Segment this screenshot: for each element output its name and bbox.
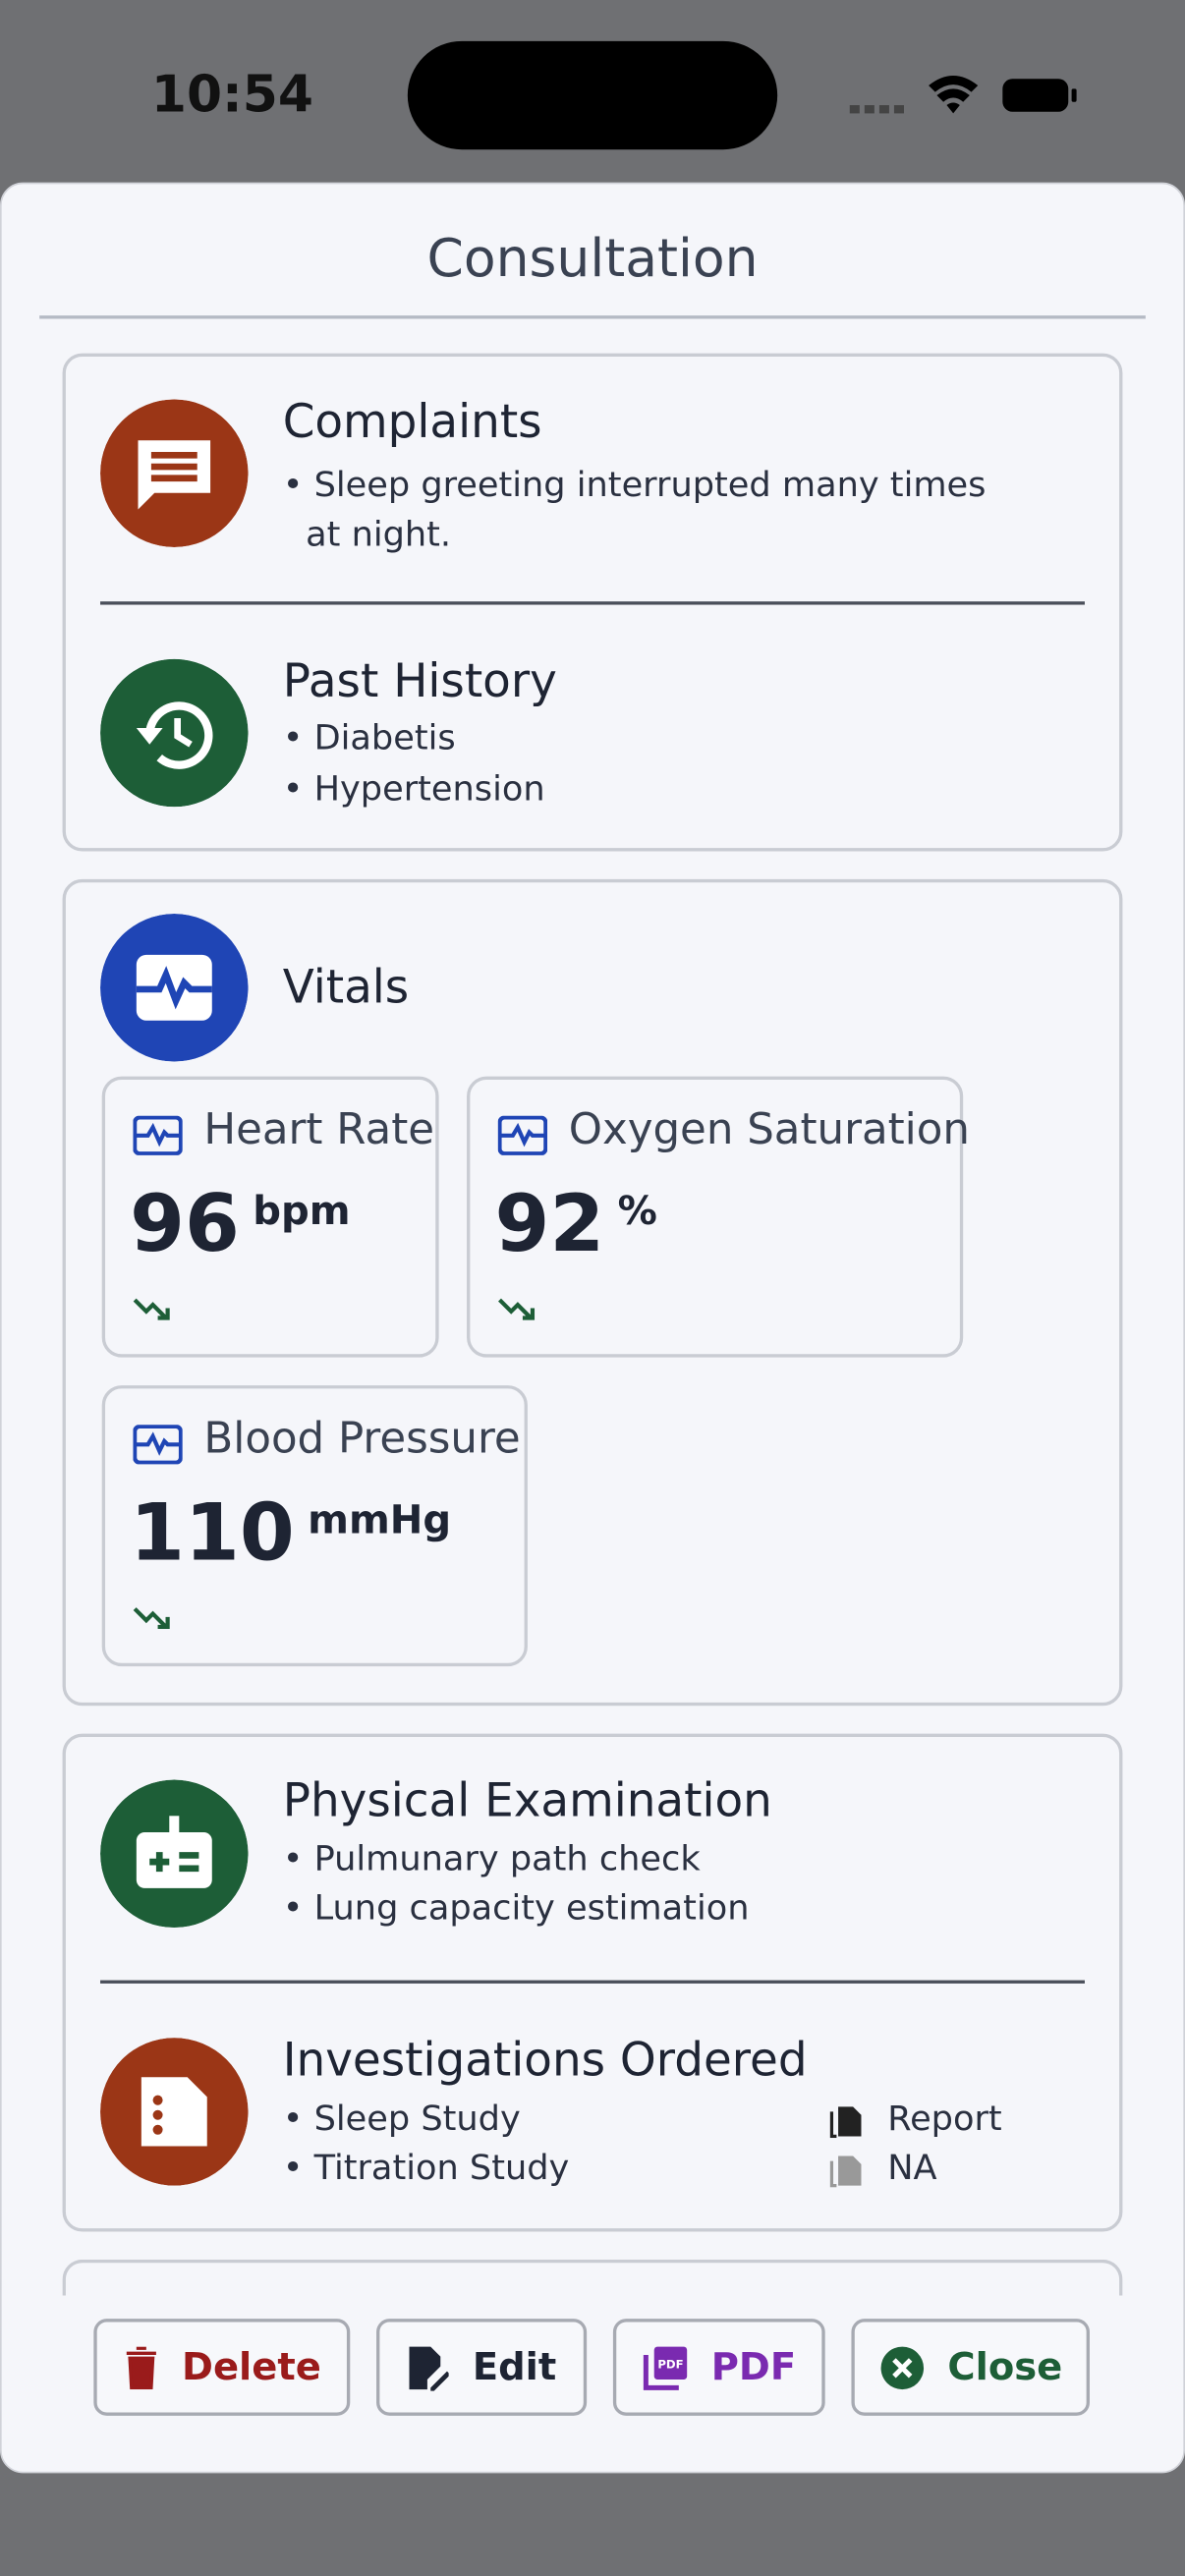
delete-icon — [126, 2345, 156, 2389]
report-status: NA — [887, 2148, 937, 2188]
pdf-button[interactable]: PDF PDF — [612, 2319, 825, 2416]
vital-icon — [497, 1115, 548, 1155]
button-label: Edit — [472, 2345, 557, 2389]
investigation-item: Titration Study — [283, 2148, 570, 2187]
report-link[interactable]: Report — [887, 2099, 1002, 2139]
vital-reading: 110 mmHg — [130, 1487, 451, 1580]
delete-button[interactable]: Delete — [93, 2319, 351, 2416]
report-icon — [829, 2156, 862, 2188]
vital-value: 92 — [494, 1178, 605, 1270]
vital-unit: bpm — [253, 1188, 351, 1235]
button-label: Close — [947, 2345, 1063, 2389]
edit-icon — [410, 2345, 450, 2390]
vital-reading: 96 bpm — [130, 1178, 350, 1270]
vital-value: 96 — [130, 1178, 240, 1270]
vital-icon — [133, 1115, 183, 1155]
divider — [100, 601, 1085, 605]
close-icon — [879, 2345, 924, 2389]
vital-icon — [133, 1425, 183, 1465]
dynamic-island — [407, 40, 778, 150]
vital-label: Blood Pressure — [203, 1415, 521, 1465]
edit-button[interactable]: Edit — [376, 2319, 588, 2416]
investigations-icon — [100, 2038, 249, 2186]
exam-title: Physical Examination — [282, 1772, 772, 1828]
vital-card: Heart Rate 96 bpm — [101, 1076, 439, 1358]
investigation-item: Sleep Study — [283, 2099, 521, 2138]
vital-label: Heart Rate — [203, 1105, 435, 1155]
vital-unit: mmHg — [308, 1496, 452, 1543]
time: 10:54 — [150, 65, 313, 126]
vitals-title: Vitals — [282, 959, 410, 1015]
exam-item: Lung capacity estimation — [283, 1888, 750, 1928]
history-card — [62, 353, 1123, 852]
complaints-icon — [100, 399, 249, 548]
exam-card — [62, 1733, 1123, 2232]
vital-label: Oxygen Saturation — [568, 1105, 970, 1155]
close-button[interactable]: Close — [851, 2319, 1090, 2416]
vital-card: Oxygen Saturation 92% — [467, 1076, 970, 1358]
status-icons — [849, 75, 1077, 114]
vitals-icon — [100, 914, 249, 1062]
exam-item: Pulmunary path check — [283, 1839, 701, 1878]
report-icon — [829, 2106, 862, 2139]
button-label: PDF — [710, 2345, 797, 2389]
vitals-card — [62, 878, 1123, 1707]
divider — [100, 1980, 1085, 1984]
next-card — [62, 2259, 1123, 2296]
svg-text:PDF: PDF — [657, 2356, 683, 2370]
complaints-title: Complaints — [282, 394, 542, 449]
vital-value: 110 — [130, 1486, 295, 1580]
trend-icon — [133, 1607, 170, 1630]
history-item: Hypertension — [283, 769, 545, 809]
trend-icon — [133, 1298, 170, 1320]
investigations-title: Investigations Ordered — [282, 2033, 808, 2088]
button-label: Delete — [182, 2345, 321, 2389]
pdf-icon: PDF — [643, 2345, 687, 2390]
complaint-item: Sleep greeting interrupted many times at… — [283, 460, 1029, 558]
history-item: Diabetis — [283, 718, 456, 757]
past-history-icon — [100, 658, 249, 808]
vital-unit: % — [617, 1188, 657, 1235]
header-divider — [39, 315, 1146, 319]
past-history-title: Past History — [282, 653, 557, 708]
exam-icon — [100, 1779, 249, 1929]
trend-icon — [498, 1298, 536, 1320]
vital-reading: 92% — [494, 1178, 656, 1270]
vital-card: Blood Pressure 110 mmHg — [101, 1385, 528, 1667]
header-title: Consultation — [426, 226, 759, 290]
